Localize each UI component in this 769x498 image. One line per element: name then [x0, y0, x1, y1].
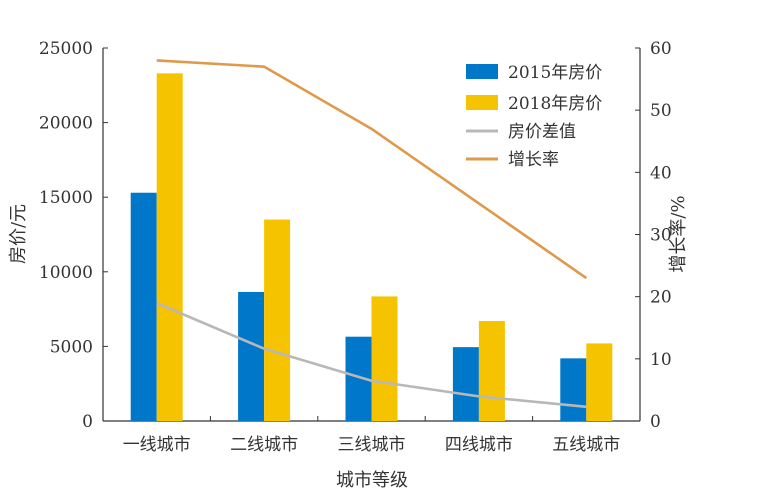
y2-tick-label: 20: [650, 288, 672, 308]
legend-label-2018: 2018年房价: [508, 94, 602, 114]
y2-tick-label: 40: [650, 163, 672, 183]
y2-tick-label: 60: [650, 39, 672, 59]
legend-label-diff: 房价差值: [508, 122, 576, 142]
bars: [130, 73, 613, 421]
x-tick-label: 五线城市: [552, 435, 620, 455]
series-line: [156, 301, 587, 409]
y2-axis-title: 增长率/%: [668, 195, 689, 272]
legend: 2015年房价 2018年房价 房价差值 增长率: [466, 63, 602, 170]
y2-tick-label: 10: [650, 350, 672, 370]
y-axis-title: 房价/元: [8, 204, 29, 264]
tick-labels: 0 5000 10000 15000 20000 25000 0 10 20 30 40 50 60 一线…: [39, 39, 672, 455]
y2-tick-label: 0: [650, 412, 661, 432]
y2-tick-label: 50: [650, 101, 672, 121]
bar: [156, 73, 183, 421]
bar: [478, 321, 505, 421]
x-tick-label: 一线城市: [123, 435, 191, 455]
y-tick-label: 10000: [39, 263, 93, 283]
y2-tick-label: 30: [650, 226, 672, 246]
y-tick-label: 15000: [39, 188, 93, 208]
series-line: [156, 59, 588, 280]
y-tick-label: 20000: [39, 114, 93, 134]
legend-label-growth: 增长率: [508, 150, 559, 170]
bar: [560, 358, 587, 421]
legend-swatch-2015: [466, 64, 498, 79]
lines: [156, 59, 588, 409]
bar: [264, 219, 291, 421]
legend-swatch-2018: [466, 95, 498, 110]
axis-titles: 城市等级 房价/元 增长率/%: [8, 195, 689, 491]
x-axis-title: 城市等级: [336, 470, 408, 491]
x-tick-label: 四线城市: [445, 435, 513, 455]
x-tick-label: 三线城市: [338, 435, 406, 455]
bar: [452, 347, 479, 421]
bar: [586, 343, 613, 421]
y-tick-label: 0: [82, 412, 93, 432]
y-tick-label: 5000: [50, 337, 93, 357]
x-tick-label: 二线城市: [230, 435, 298, 455]
bar: [130, 192, 157, 421]
bar: [238, 291, 265, 421]
y-tick-label: 25000: [39, 39, 93, 59]
legend-label-2015: 2015年房价: [508, 63, 602, 83]
bar: [371, 296, 398, 421]
